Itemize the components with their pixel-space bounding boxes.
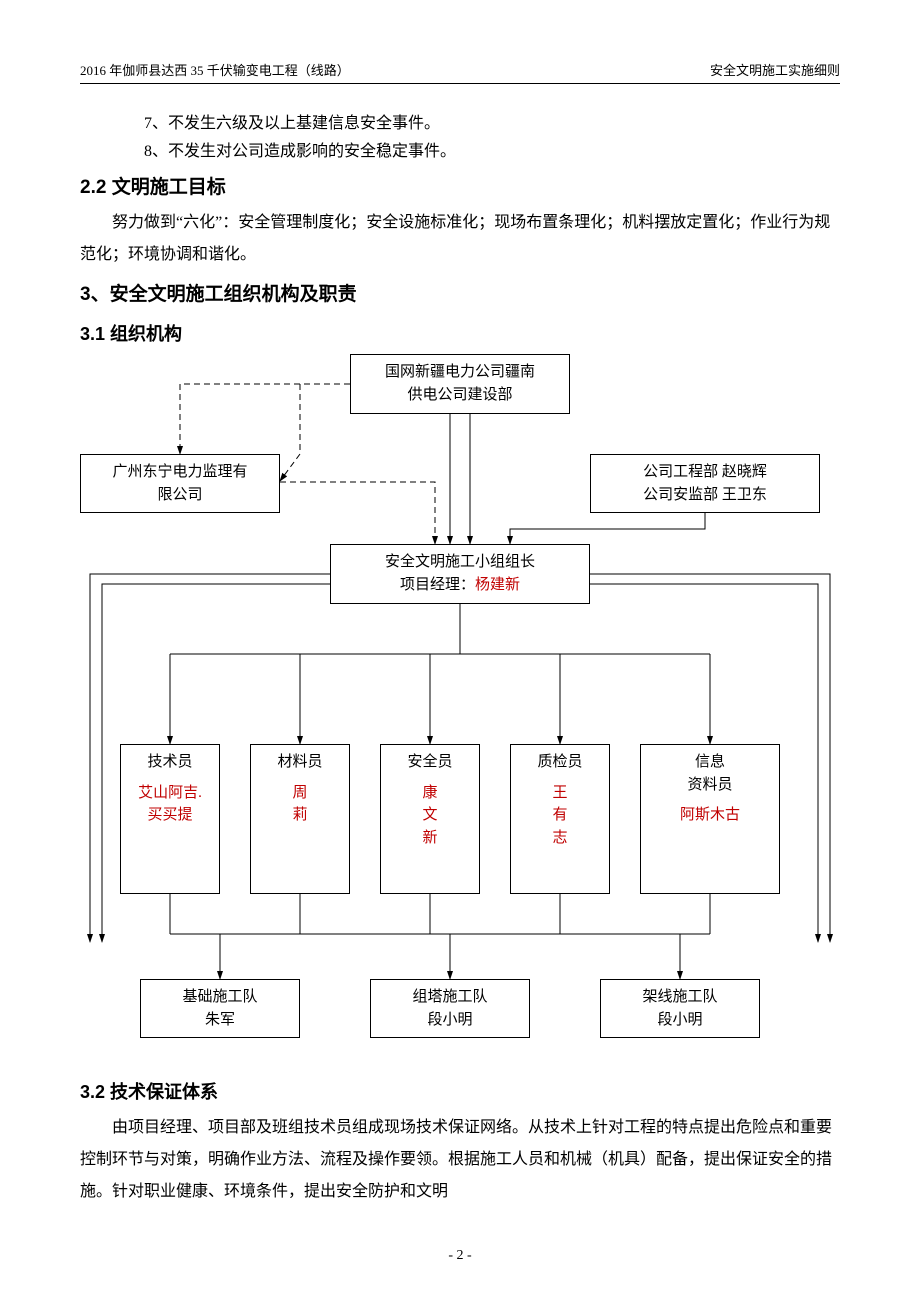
sec32-body: 由项目经理、项目部及班组技术员组成现场技术保证网络。从技术上针对工程的特点提出危… [80, 1112, 840, 1208]
org-node-quality: 质检员王有志 [510, 744, 610, 894]
org-node-leader: 安全文明施工小组组长项目经理：杨建新 [330, 544, 590, 604]
org-node-right: 公司工程部 赵晓辉公司安监部 王卫东 [590, 454, 820, 513]
org-node-info: 信息资料员阿斯木古 [640, 744, 780, 894]
heading-3-1: 3.1 组织机构 [80, 320, 182, 346]
org-node-team3: 架线施工队段小明 [600, 979, 760, 1038]
sec22-body: 努力做到“六化”：安全管理制度化；安全设施标准化；现场布置条理化；机料摆放定置化… [80, 207, 840, 271]
header-right: 安全文明施工实施细则 [710, 60, 840, 79]
org-node-team2: 组塔施工队段小明 [370, 979, 530, 1038]
org-chart: 国网新疆电力公司疆南供电公司建设部广州东宁电力监理有限公司 公司工程部 赵晓辉公司… [80, 354, 840, 1064]
page-header: 2016 年伽师县达西 35 千伏输变电工程（线路） 安全文明施工实施细则 [80, 60, 840, 84]
org-node-material: 材料员周莉 [250, 744, 350, 894]
org-node-safety: 安全员康文新 [380, 744, 480, 894]
heading-2-2: 2.2 文明施工目标 [80, 172, 840, 199]
heading-3-2: 3.2 技术保证体系 [80, 1078, 840, 1104]
org-node-left: 广州东宁电力监理有限公司 [80, 454, 280, 513]
org-node-top: 国网新疆电力公司疆南供电公司建设部 [350, 354, 570, 414]
heading-3: 3、安全文明施工组织机构及职责 [80, 279, 840, 306]
list-item-7: 7、不发生六级及以上基建信息安全事件。 [112, 112, 840, 136]
org-node-team1: 基础施工队朱军 [140, 979, 300, 1038]
page-number: - 2 - [80, 1248, 840, 1264]
org-node-tech: 技术员艾山阿吉.买买提 [120, 744, 220, 894]
header-left: 2016 年伽师县达西 35 千伏输变电工程（线路） [80, 60, 350, 79]
list-item-8: 8、不发生对公司造成影响的安全稳定事件。 [112, 140, 840, 164]
